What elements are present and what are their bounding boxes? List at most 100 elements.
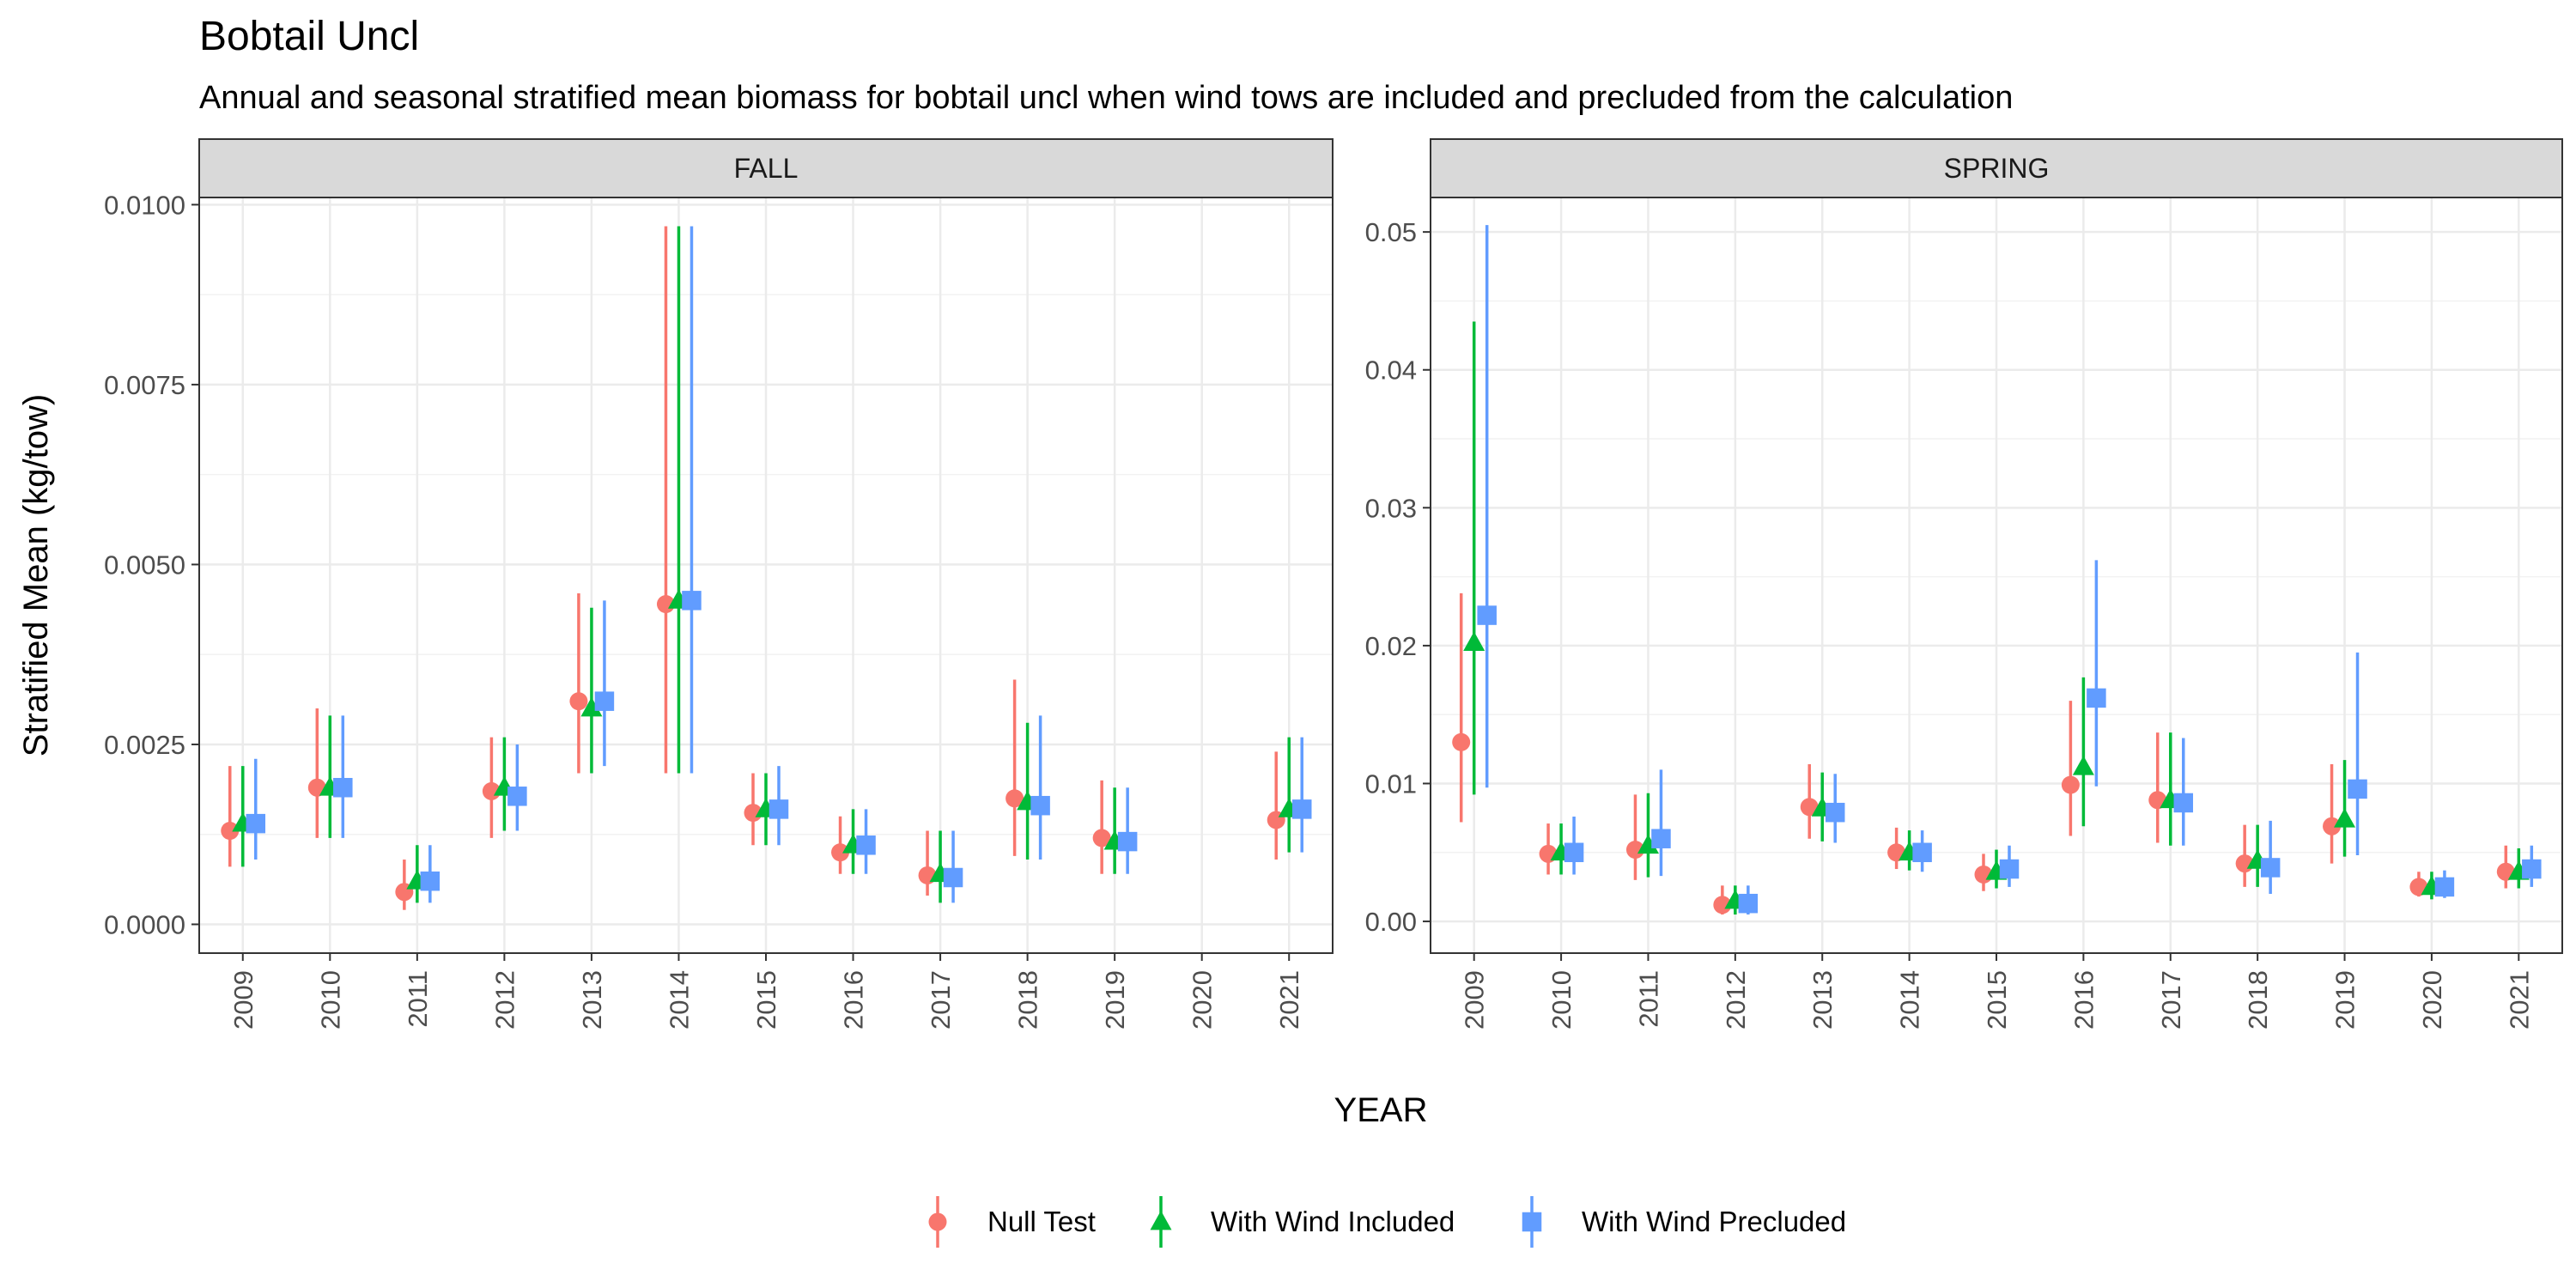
panel-spring: SPRING 0.00 0.01 0.02 0.03 0.04 0.05 2009 2010 20… xyxy=(1365,138,2563,1030)
data-point xyxy=(2072,756,2094,775)
x-tick-label: 2020 xyxy=(2417,970,2447,1030)
data-point xyxy=(1030,795,1050,816)
data-point xyxy=(1625,841,1644,860)
legend-key-triangle xyxy=(1150,1210,1172,1230)
x-tick-label: 2014 xyxy=(664,970,694,1030)
legend-label: With Wind Included xyxy=(1211,1206,1455,1237)
data-point xyxy=(2522,859,2542,879)
data-point xyxy=(769,799,789,819)
facet-strip-label: SPRING xyxy=(1944,153,2050,184)
data-point xyxy=(333,777,353,798)
x-tick-label: 2010 xyxy=(1546,970,1577,1030)
data-point xyxy=(420,871,440,891)
data-point xyxy=(1463,631,1485,652)
data-point xyxy=(1637,834,1659,854)
x-tick-label: 2016 xyxy=(839,970,869,1030)
data-point xyxy=(2087,688,2106,708)
x-tick-label: 2015 xyxy=(751,970,781,1030)
data-point xyxy=(2434,877,2455,897)
data-point xyxy=(2061,775,2080,794)
x-tick-label: 2012 xyxy=(489,970,519,1030)
chart-subtitle: Annual and seasonal stratified mean biom… xyxy=(199,80,2013,116)
panel-border xyxy=(198,197,1334,954)
legend-item-null: Null Test xyxy=(928,1196,1096,1248)
y-tick-label: 0.00 xyxy=(1365,907,1417,937)
legend-key-square xyxy=(1522,1212,1542,1232)
y-tick-label: 0.01 xyxy=(1365,769,1417,799)
data-point xyxy=(569,692,588,711)
y-tick-label: 0.03 xyxy=(1365,493,1417,523)
x-tick-label: 2017 xyxy=(2156,970,2186,1030)
data-point xyxy=(856,835,876,855)
data-point xyxy=(1800,798,1819,817)
data-point xyxy=(1452,732,1471,751)
y-tick-label: 0.0100 xyxy=(104,190,185,220)
y-tick-label: 0.0075 xyxy=(104,370,185,400)
data-point xyxy=(1713,896,1732,914)
x-tick-label: 2011 xyxy=(1633,970,1663,1028)
data-point xyxy=(744,804,762,823)
data-point xyxy=(1651,829,1671,848)
facet-strip-label: FALL xyxy=(734,153,799,184)
data-point xyxy=(1477,605,1497,625)
data-point xyxy=(507,787,527,806)
legend-key-circle xyxy=(928,1212,947,1231)
data-point xyxy=(594,691,615,711)
data-point xyxy=(580,696,603,717)
data-point xyxy=(2334,808,2356,828)
x-tick-label: 2014 xyxy=(1895,970,1925,1030)
data-point xyxy=(2173,793,2194,813)
x-tick-label: 2015 xyxy=(1982,970,2012,1030)
x-tick-label: 2009 xyxy=(228,970,258,1030)
x-tick-label: 2013 xyxy=(1807,970,1838,1030)
data-point xyxy=(1005,789,1024,808)
data-point xyxy=(682,591,702,611)
data-point xyxy=(246,813,266,834)
data-point xyxy=(2260,858,2281,878)
data-point xyxy=(1738,893,1759,914)
y-tick-label: 0.04 xyxy=(1365,355,1417,386)
data-point xyxy=(1092,829,1111,848)
panels-layer: FALL 0.0000 0.0025 0.0050 0.0075 0.0100 2009 20… xyxy=(104,138,2563,1030)
x-tick-label: 2018 xyxy=(2243,970,2273,1030)
x-tick-label: 2016 xyxy=(2069,970,2099,1030)
x-tick-label: 2021 xyxy=(2504,970,2534,1030)
x-tick-label: 2010 xyxy=(315,970,345,1030)
data-point xyxy=(2348,779,2367,799)
y-tick-label: 0.05 xyxy=(1365,217,1417,247)
data-point xyxy=(2323,817,2342,835)
legend-item-incl: With Wind Included xyxy=(1150,1196,1455,1248)
panel-fall: FALL 0.0000 0.0025 0.0050 0.0075 0.0100 2009 20… xyxy=(104,138,1334,1030)
facet-strip xyxy=(198,138,1334,198)
y-tick-label: 0.0050 xyxy=(104,550,185,580)
legend-label: Null Test xyxy=(987,1206,1096,1237)
data-point xyxy=(1825,802,1845,823)
x-tick-label: 2019 xyxy=(2330,970,2360,1030)
data-point xyxy=(656,595,675,614)
data-point xyxy=(482,781,501,800)
x-axis-label: YEAR xyxy=(1334,1091,1428,1129)
x-tick-label: 2011 xyxy=(403,970,433,1028)
data-point xyxy=(221,822,240,841)
y-axis-label: Stratified Mean (kg/tow) xyxy=(17,394,55,756)
y-tick-label: 0.0000 xyxy=(104,909,185,939)
chart-title: Bobtail Uncl xyxy=(199,14,419,59)
x-tick-label: 2013 xyxy=(577,970,607,1030)
x-tick-label: 2009 xyxy=(1460,970,1490,1030)
data-point xyxy=(1291,799,1312,819)
panel-border xyxy=(1430,197,2563,954)
y-tick-label: 0.02 xyxy=(1365,631,1417,661)
data-point xyxy=(943,867,963,888)
data-point xyxy=(1912,842,1932,863)
x-tick-label: 2020 xyxy=(1188,970,1218,1030)
x-tick-label: 2017 xyxy=(926,970,956,1030)
legend-label: With Wind Precluded xyxy=(1582,1206,1846,1237)
x-tick-label: 2018 xyxy=(1013,970,1043,1030)
legend: Null Test With Wind Included With Wind Pre… xyxy=(928,1196,1846,1248)
data-point xyxy=(1999,859,2020,879)
x-tick-label: 2019 xyxy=(1100,970,1130,1030)
x-tick-label: 2012 xyxy=(1721,970,1751,1030)
data-point xyxy=(1117,831,1138,852)
y-tick-label: 0.0025 xyxy=(104,730,185,760)
